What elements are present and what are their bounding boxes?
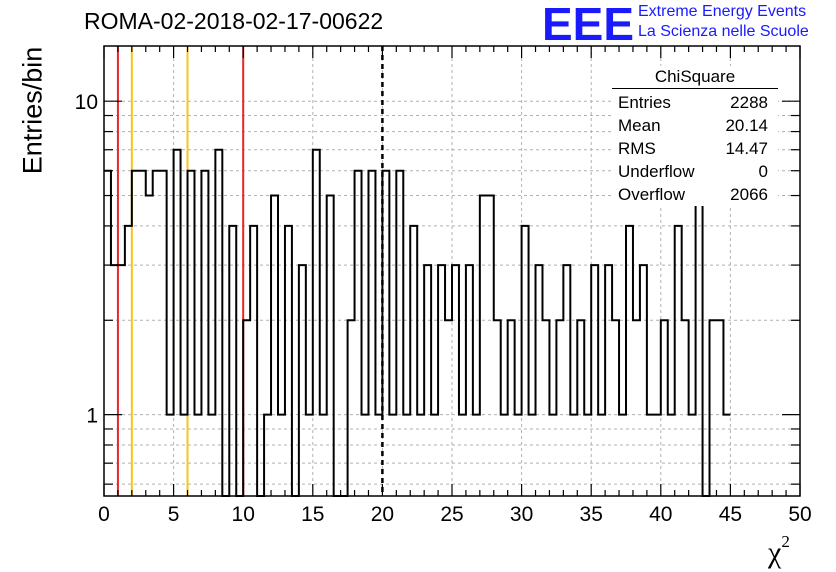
stats-row-underflow: Underflow 0 bbox=[612, 160, 778, 183]
stats-value: 14.47 bbox=[725, 139, 768, 158]
axis-ticks bbox=[103, 46, 801, 496]
x-tick-label: 25 bbox=[440, 503, 463, 526]
stats-label: Entries bbox=[618, 93, 671, 112]
stats-value: 20.14 bbox=[725, 116, 768, 135]
stats-box: ChiSquare Entries 2288 Mean 20.14 RMS 14.47… bbox=[612, 66, 778, 206]
x-axis-label-superscript: 2 bbox=[781, 532, 790, 551]
stats-row-overflow: Overflow 2066 bbox=[612, 183, 778, 206]
stats-value: 2288 bbox=[730, 93, 768, 112]
chart-title: ROMA-02-2018-02-17-00622 bbox=[84, 8, 384, 34]
x-tick-label: 10 bbox=[232, 503, 255, 526]
stats-value: 0 bbox=[758, 162, 768, 181]
logo-line-2: La Scienza nelle Scuole bbox=[638, 23, 809, 40]
x-axis-label: χ2 bbox=[768, 532, 790, 570]
y-tick-label: 1 bbox=[86, 405, 98, 428]
stats-value: 2066 bbox=[730, 185, 768, 204]
stats-title: ChiSquare bbox=[612, 66, 778, 89]
stats-row-rms: RMS 14.47 bbox=[612, 137, 778, 160]
tick-labels: 0 5 10 15 20 25 30 35 40 45 50 1 10 bbox=[75, 91, 812, 526]
y-tick-label: 10 bbox=[75, 91, 98, 114]
histogram-line bbox=[104, 130, 731, 497]
stats-row-mean: Mean 20.14 bbox=[612, 114, 778, 137]
logo-text: EEE bbox=[542, 2, 634, 44]
x-tick-label: 30 bbox=[510, 503, 533, 526]
x-tick-label: 40 bbox=[649, 503, 672, 526]
stats-label: RMS bbox=[618, 139, 656, 158]
stats-row-entries: Entries 2288 bbox=[612, 91, 778, 114]
x-tick-label: 45 bbox=[719, 503, 742, 526]
stats-label: Overflow bbox=[618, 185, 686, 204]
x-tick-label: 5 bbox=[168, 503, 180, 526]
stats-label: Mean bbox=[618, 116, 661, 135]
x-tick-label: 35 bbox=[580, 503, 603, 526]
eee-logo: EEE bbox=[542, 2, 634, 44]
y-axis-label: Entries/bin bbox=[17, 46, 48, 175]
logo-line-1: Extreme Energy Events bbox=[638, 3, 807, 20]
x-tick-label: 50 bbox=[788, 503, 811, 526]
stats-label: Underflow bbox=[618, 162, 695, 181]
x-tick-label: 15 bbox=[301, 503, 324, 526]
x-axis-label-base: χ bbox=[768, 536, 782, 569]
x-tick-label: 0 bbox=[98, 503, 110, 526]
x-tick-label: 20 bbox=[371, 503, 394, 526]
